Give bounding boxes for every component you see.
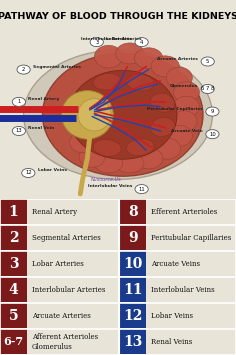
Text: Nusource.Us: Nusource.Us (91, 177, 122, 182)
Ellipse shape (166, 67, 192, 88)
Bar (119, 303, 146, 328)
Ellipse shape (171, 111, 197, 132)
Text: Interlobular Veins: Interlobular Veins (88, 184, 132, 188)
Bar (0, 251, 27, 276)
Text: Peritubular Capillaries: Peritubular Capillaries (151, 234, 231, 242)
Ellipse shape (135, 148, 163, 169)
Text: Lobar Veins: Lobar Veins (151, 312, 193, 320)
Circle shape (201, 84, 214, 93)
Text: 8: 8 (128, 205, 138, 219)
Ellipse shape (94, 45, 123, 68)
Ellipse shape (116, 43, 144, 64)
Ellipse shape (173, 96, 199, 117)
Bar (0, 199, 27, 224)
Text: 1: 1 (17, 99, 21, 104)
Text: Arcuate Arteries: Arcuate Arteries (157, 57, 198, 61)
Text: 12: 12 (123, 309, 143, 323)
Ellipse shape (72, 119, 96, 138)
Text: Interlobular Veins: Interlobular Veins (151, 286, 215, 294)
Ellipse shape (173, 82, 199, 103)
Circle shape (12, 97, 25, 106)
Text: Renal Veins: Renal Veins (151, 338, 192, 346)
Text: 10: 10 (209, 132, 216, 137)
Ellipse shape (151, 93, 175, 112)
Text: 3: 3 (9, 257, 18, 271)
Text: Arcuate Veins: Arcuate Veins (151, 260, 200, 268)
Text: 10: 10 (123, 257, 143, 271)
Bar (119, 329, 146, 354)
Circle shape (22, 168, 35, 178)
Circle shape (90, 38, 103, 47)
Ellipse shape (61, 91, 113, 139)
Bar (119, 251, 146, 276)
Text: Renal Artery: Renal Artery (32, 208, 77, 216)
Ellipse shape (42, 53, 203, 176)
Ellipse shape (78, 99, 111, 131)
Text: Efferent Arterioles: Efferent Arterioles (151, 208, 217, 216)
Text: 3: 3 (95, 40, 98, 45)
Text: 9: 9 (128, 231, 138, 245)
Text: 6 7 8: 6 7 8 (201, 87, 214, 92)
Bar (119, 277, 146, 302)
Circle shape (135, 38, 148, 47)
Ellipse shape (155, 138, 181, 159)
Text: 5: 5 (9, 309, 18, 323)
Ellipse shape (151, 118, 175, 136)
Ellipse shape (79, 146, 105, 167)
Ellipse shape (70, 132, 96, 153)
Circle shape (24, 50, 212, 179)
Circle shape (206, 107, 219, 116)
Text: Renal Artery: Renal Artery (28, 97, 59, 101)
Circle shape (206, 130, 219, 139)
Text: Peritubular Capillaries: Peritubular Capillaries (147, 107, 203, 111)
Text: Glomerulus: Glomerulus (170, 84, 198, 88)
Ellipse shape (93, 140, 121, 156)
Text: Lobar Arteries: Lobar Arteries (106, 37, 142, 41)
Text: 2: 2 (22, 67, 25, 72)
Text: Renal Vein: Renal Vein (28, 126, 55, 130)
Ellipse shape (151, 56, 179, 77)
Text: Lobar Veins: Lobar Veins (38, 168, 67, 172)
Text: 1: 1 (9, 205, 18, 219)
Bar (0, 277, 27, 302)
Circle shape (17, 65, 30, 74)
Text: 11: 11 (123, 283, 143, 297)
Bar (119, 199, 146, 224)
Ellipse shape (68, 70, 177, 159)
Ellipse shape (135, 48, 163, 69)
Text: Interlobular Arteries: Interlobular Arteries (32, 286, 105, 294)
Bar (0, 329, 27, 354)
Text: 11: 11 (138, 187, 145, 192)
Text: 9: 9 (211, 109, 214, 114)
Text: 5: 5 (206, 59, 209, 64)
Text: Segmental Arteries: Segmental Arteries (33, 65, 81, 69)
Text: 13: 13 (16, 129, 22, 133)
Circle shape (135, 185, 148, 193)
Text: Interlobular Arteries: Interlobular Arteries (81, 37, 132, 41)
Text: Segmental Arteries: Segmental Arteries (32, 234, 101, 242)
Bar (119, 225, 146, 250)
Ellipse shape (116, 154, 144, 173)
Bar (0, 225, 27, 250)
Text: Afferent Arterioles
Glomerulus: Afferent Arterioles Glomerulus (32, 333, 98, 351)
Text: Lobar Arteries: Lobar Arteries (32, 260, 84, 268)
Circle shape (12, 126, 25, 136)
Text: 6-7: 6-7 (4, 337, 24, 348)
Text: Arcuate Arteries: Arcuate Arteries (32, 312, 91, 320)
Ellipse shape (72, 92, 96, 110)
Text: 12: 12 (25, 170, 32, 175)
Text: PATHWAY OF BLOOD THROUGH THE KIDNEYS: PATHWAY OF BLOOD THROUGH THE KIDNEYS (0, 12, 236, 21)
Bar (0, 303, 27, 328)
Text: Arcuate Vein: Arcuate Vein (171, 129, 203, 133)
Text: 4: 4 (140, 40, 143, 45)
Ellipse shape (126, 74, 154, 91)
Ellipse shape (93, 73, 121, 90)
Circle shape (201, 57, 214, 66)
Text: 13: 13 (123, 335, 143, 349)
Ellipse shape (166, 125, 192, 146)
Text: 4: 4 (9, 283, 18, 297)
Text: 2: 2 (9, 231, 18, 245)
Ellipse shape (94, 154, 123, 173)
Ellipse shape (126, 139, 154, 155)
